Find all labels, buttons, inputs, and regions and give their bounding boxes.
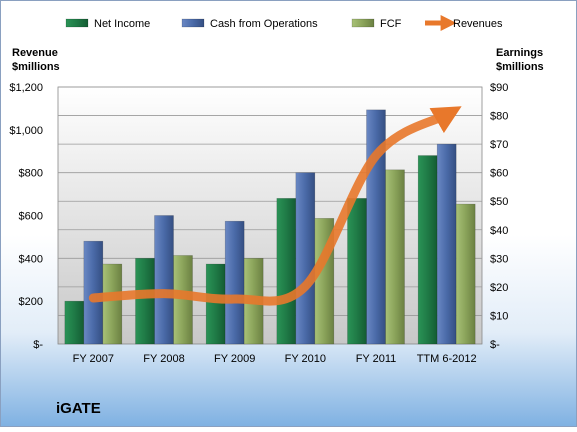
left-axis-title-line2: $millions (12, 61, 60, 73)
legend-label: Net Income (94, 18, 150, 30)
left-tick-label: $1,200 (9, 82, 43, 94)
right-axis-title-line2: $millions (496, 61, 544, 73)
left-tick-label: $1,000 (9, 125, 43, 137)
legend-swatch (181, 18, 205, 28)
bar-cash-from-operations (154, 215, 174, 345)
bar-net-income (347, 198, 367, 345)
right-tick-label: $50 (490, 196, 508, 208)
left-tick-label: $400 (19, 253, 43, 265)
left-axis-tick-labels: $- $200 $400 $600 $800 $1,000 $1,200 (9, 82, 43, 351)
category-label: FY 2011 (356, 353, 397, 365)
right-tick-label: $20 (490, 282, 508, 294)
line-revenues (88, 106, 462, 306)
bar-net-income (205, 263, 226, 345)
left-tick-label: $600 (19, 211, 43, 223)
right-tick-label: $30 (490, 253, 508, 265)
right-axis-title-line1: Earnings (496, 47, 543, 59)
line-series (88, 106, 462, 306)
bar-cash-from-operations (436, 143, 457, 345)
category-labels: FY 2007 FY 2008 FY 2009 FY 2010 FY 2011 TTM 6… (73, 353, 477, 365)
gridlines (58, 86, 482, 316)
right-axis-tick-labels: $- $10 $20 $30 $40 $50 $60 $70 $80 $90 (490, 82, 508, 351)
category-label: FY 2008 (143, 353, 184, 365)
category-label: FY 2007 (73, 353, 114, 365)
left-tick-label: $800 (19, 168, 43, 180)
category-label: TTM 6-2012 (417, 353, 477, 365)
bar-cash-from-operations (224, 220, 245, 345)
company-name: iGATE (56, 400, 101, 417)
legend: Net Income Cash from Operations FCF Revenue… (65, 14, 503, 32)
left-tick-label: $- (33, 339, 43, 351)
legend-swatch (65, 18, 89, 28)
legend-label: Cash from Operations (210, 18, 318, 30)
legend-label: FCF (380, 18, 402, 30)
right-tick-label: $80 (490, 111, 508, 123)
bar-cash-from-operations (83, 240, 104, 345)
bar-net-income (64, 300, 85, 345)
legend-swatch (351, 18, 375, 28)
bar-fcf (455, 203, 476, 345)
right-tick-label: $10 (490, 310, 508, 322)
bar-net-income (276, 198, 297, 345)
bar-cash-from-operations (295, 172, 316, 345)
category-label: FY 2009 (214, 353, 255, 365)
bar-series (64, 109, 476, 345)
right-tick-label: $- (490, 339, 500, 351)
left-tick-label: $200 (19, 296, 43, 308)
right-tick-label: $40 (490, 225, 508, 237)
legend-label: Revenues (453, 18, 503, 30)
bar-net-income (135, 258, 155, 345)
right-tick-label: $90 (490, 82, 508, 94)
category-label: FY 2010 (285, 353, 326, 365)
bar-fcf (385, 169, 405, 345)
bar-fcf (102, 263, 123, 345)
left-axis-title-line1: Revenue (12, 47, 58, 59)
right-tick-label: $70 (490, 139, 508, 151)
right-tick-label: $60 (490, 168, 508, 180)
bar-net-income (417, 155, 438, 345)
